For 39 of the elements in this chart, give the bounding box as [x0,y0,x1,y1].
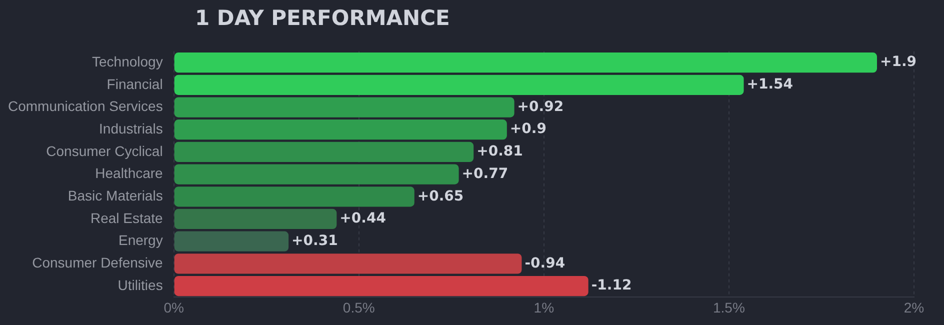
data-label: -0.94 [524,255,566,272]
bar [174,52,877,73]
bar [174,231,289,252]
data-label: +0.92 [517,98,564,115]
y-tick-label: Real Estate [90,210,164,226]
bar [174,164,459,184]
data-label: +1.9 [880,54,917,70]
chart-title: 1 DAY PERFORMANCE [195,6,450,30]
bar [174,276,588,296]
bar [174,186,414,207]
data-label: +0.31 [292,232,338,249]
bar [174,74,744,95]
y-tick-label: Energy [118,232,163,248]
y-tick-label: Industrials [99,120,163,136]
bar [174,142,474,162]
data-label: +0.81 [476,144,523,160]
bar [174,254,522,274]
data-label: +1.54 [746,76,794,93]
y-tick-label: Basic Materials [68,188,163,204]
y-tick-label: Consumer Defensive [32,254,164,271]
y-tick-label: Financial [106,76,163,92]
y-tick-label: Technology [92,53,163,70]
y-tick-label: Utilities [118,276,163,293]
data-label: +0.65 [417,188,464,204]
data-label: -1.12 [591,278,632,294]
data-label: +0.77 [462,166,508,182]
y-tick-label: Healthcare [95,165,164,182]
x-tick-label: 0.5% [342,299,375,316]
data-label: +0.44 [340,210,386,227]
bar [174,97,514,118]
y-tick-label: Communication Services [8,98,163,114]
x-tick-label: 2% [904,299,924,316]
x-tick-label: 1% [534,299,554,316]
bar [174,208,337,230]
bar [174,120,507,140]
x-tick-label: 1.5% [713,299,745,316]
data-label: +0.9 [510,121,546,138]
y-tick-label: Consumer Cyclical [46,142,163,159]
x-tick-label: 0% [164,299,184,316]
